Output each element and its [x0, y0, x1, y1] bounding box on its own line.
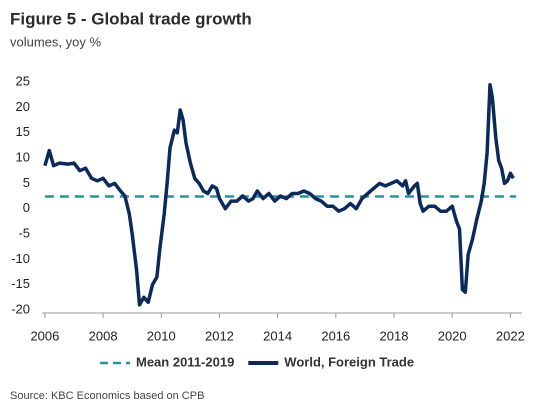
- y-tick-label: -20: [11, 301, 30, 316]
- y-tick-label: 10: [16, 150, 30, 165]
- x-tick-label: 2006: [30, 328, 59, 343]
- x-tick-label: 2020: [438, 328, 467, 343]
- chart-title: Figure 5 - Global trade growth: [10, 9, 252, 28]
- y-tick-label: -5: [18, 225, 30, 240]
- y-tick-label: -15: [11, 276, 30, 291]
- y-tick-label: 20: [16, 99, 30, 114]
- x-tick-label: 2012: [205, 328, 234, 343]
- x-tick-label: 2022: [496, 328, 525, 343]
- y-tick-label: 5: [23, 175, 30, 190]
- y-tick-label: 0: [23, 200, 30, 215]
- chart-subtitle: volumes, yoy %: [10, 34, 101, 49]
- x-tick-label: 2014: [263, 328, 292, 343]
- x-tick-label: 2018: [380, 328, 409, 343]
- series-line: [43, 82, 515, 307]
- y-tick-label: -10: [11, 251, 30, 266]
- x-tick-label: 2008: [89, 328, 118, 343]
- x-tick-label: 2010: [147, 328, 176, 343]
- y-tick-label: 25: [16, 74, 30, 89]
- legend-label: World, Foreign Trade: [284, 354, 414, 369]
- source-note: Source: KBC Economics based on CPB: [10, 390, 204, 402]
- y-tick-label: 15: [16, 124, 30, 139]
- legend-label: Mean 2011-2019: [136, 354, 234, 369]
- x-tick-label: 2016: [321, 328, 350, 343]
